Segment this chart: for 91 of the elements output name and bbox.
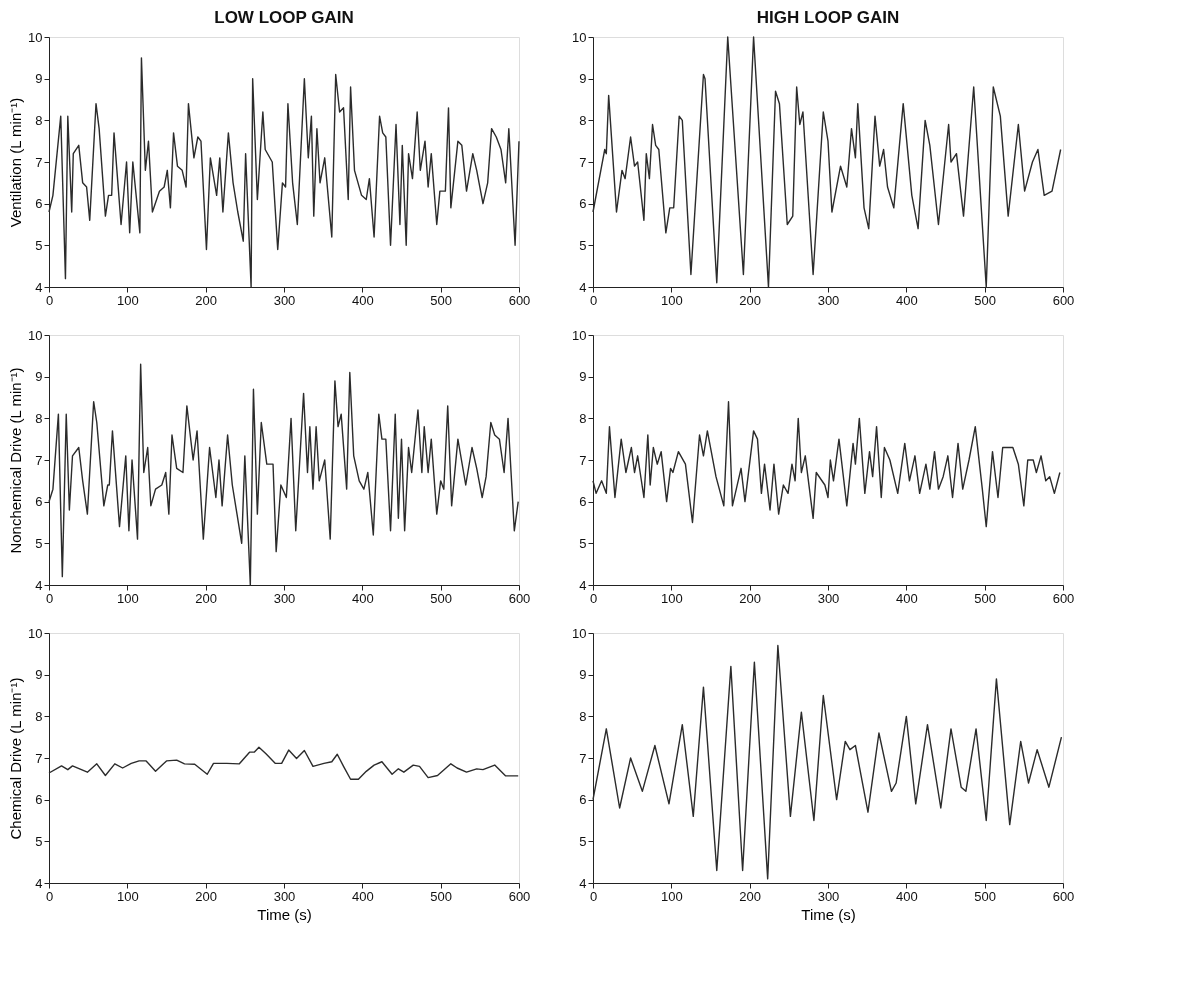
y-tick-label: 5 (579, 237, 587, 253)
x-tick-label: 500 (430, 888, 453, 904)
x-tick-label: 100 (116, 590, 139, 606)
y-tick-label: 6 (579, 494, 587, 510)
x-tick-label: 300 (817, 888, 840, 904)
x-tick-label: 100 (116, 888, 139, 904)
y-tick-label: 4 (579, 577, 587, 593)
x-tick-label: 200 (195, 590, 218, 606)
y-axis-title: Ventilation (L min⁻¹) (7, 97, 25, 228)
y-tick-label: 8 (35, 112, 43, 128)
y-axis-title: Chemical Drive (L min⁻¹) (7, 677, 25, 840)
y-tick-label: 10 (28, 29, 43, 45)
y-tick-label: 7 (579, 452, 587, 468)
x-tick-label: 600 (1052, 590, 1075, 606)
y-tick-label: 8 (579, 112, 587, 128)
x-tick-label: 400 (351, 888, 374, 904)
x-tick-label: 400 (351, 292, 374, 308)
x-tick-label: 200 (195, 292, 218, 308)
y-tick-label: 9 (579, 71, 587, 87)
x-tick-label: 300 (817, 292, 840, 308)
x-tick-label: 400 (895, 590, 918, 606)
chart-title: LOW LOOP GAIN (214, 8, 354, 27)
y-tick-label: 10 (572, 327, 587, 343)
y-tick-label: 10 (572, 625, 587, 641)
y-tick-label: 4 (35, 577, 43, 593)
x-tick-label: 500 (430, 590, 453, 606)
y-tick-label: 8 (579, 410, 587, 426)
y-tick-label: 10 (28, 327, 43, 343)
y-tick-label: 8 (35, 708, 43, 724)
y-tick-label: 5 (579, 833, 587, 849)
x-tick-label: 100 (660, 590, 683, 606)
x-tick-label: 0 (589, 888, 598, 904)
x-tick-label: 400 (351, 590, 374, 606)
x-tick-label: 0 (589, 590, 598, 606)
x-tick-label: 600 (508, 590, 531, 606)
x-tick-label: 0 (45, 888, 54, 904)
x-tick-label: 300 (273, 888, 296, 904)
x-axis-title: Time (s) (801, 905, 856, 923)
y-tick-label: 7 (35, 750, 43, 766)
x-axis-title: Time (s) (257, 905, 312, 923)
y-tick-label: 7 (579, 154, 587, 170)
x-tick-label: 200 (739, 888, 762, 904)
y-tick-label: 4 (579, 279, 587, 295)
x-tick-label: 200 (195, 888, 218, 904)
x-tick-label: 300 (817, 590, 840, 606)
x-tick-label: 600 (1052, 292, 1075, 308)
y-tick-label: 6 (579, 196, 587, 212)
x-tick-label: 400 (895, 292, 918, 308)
y-tick-label: 6 (35, 494, 43, 510)
y-axis-title: Nonchemical Drive (L min⁻¹) (7, 367, 25, 554)
x-tick-label: 100 (660, 292, 683, 308)
y-tick-label: 5 (35, 833, 43, 849)
y-tick-label: 8 (579, 708, 587, 724)
x-tick-label: 500 (974, 292, 997, 308)
x-tick-label: 200 (739, 590, 762, 606)
x-tick-label: 500 (430, 292, 453, 308)
x-tick-label: 0 (589, 292, 598, 308)
y-tick-label: 4 (35, 875, 43, 891)
x-tick-label: 200 (739, 292, 762, 308)
x-tick-label: 600 (508, 292, 531, 308)
x-tick-label: 300 (273, 590, 296, 606)
y-tick-label: 4 (579, 875, 587, 891)
y-tick-label: 6 (579, 792, 587, 808)
y-tick-label: 7 (35, 452, 43, 468)
x-tick-label: 500 (974, 888, 997, 904)
x-tick-label: 100 (660, 888, 683, 904)
y-tick-label: 6 (35, 196, 43, 212)
y-tick-label: 9 (579, 369, 587, 385)
y-tick-label: 9 (35, 71, 43, 87)
y-tick-label: 5 (35, 237, 43, 253)
y-tick-label: 7 (579, 750, 587, 766)
y-tick-label: 10 (572, 29, 587, 45)
chart-title: HIGH LOOP GAIN (756, 8, 900, 27)
y-tick-label: 7 (35, 154, 43, 170)
y-tick-label: 8 (35, 410, 43, 426)
y-tick-label: 9 (579, 667, 587, 683)
x-tick-label: 300 (273, 292, 296, 308)
x-tick-label: 400 (895, 888, 918, 904)
y-tick-label: 9 (35, 369, 43, 385)
x-tick-label: 600 (508, 888, 531, 904)
y-tick-label: 5 (35, 535, 43, 551)
x-tick-label: 0 (45, 590, 54, 606)
x-tick-label: 600 (1052, 888, 1075, 904)
x-tick-label: 500 (974, 590, 997, 606)
x-tick-label: 0 (45, 292, 54, 308)
y-tick-label: 10 (28, 625, 43, 641)
x-tick-label: 100 (116, 292, 139, 308)
y-tick-label: 9 (35, 667, 43, 683)
y-tick-label: 6 (35, 792, 43, 808)
y-tick-label: 5 (579, 535, 587, 551)
y-tick-label: 4 (35, 279, 43, 295)
